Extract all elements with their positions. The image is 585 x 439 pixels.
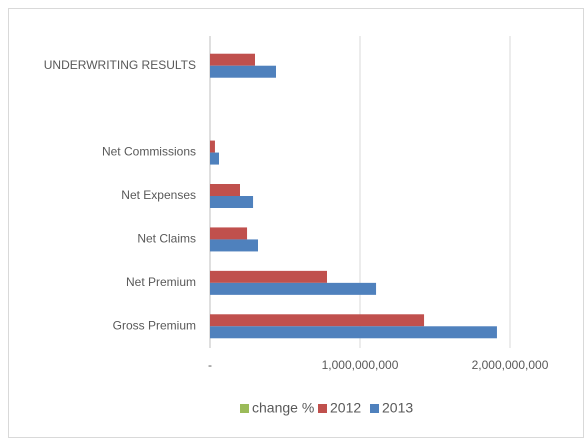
legend-label: 2012: [330, 400, 361, 416]
bar: [210, 227, 248, 240]
bar: [210, 196, 254, 208]
y-tick-label: Net Premium: [126, 275, 196, 289]
bar: [210, 140, 215, 153]
x-tick-label: 2,000,000,000: [472, 358, 549, 372]
bar: [210, 282, 377, 295]
y-tick-label: UNDERWRITING RESULTS: [44, 58, 196, 72]
legend-swatch: [318, 404, 327, 413]
bar: [210, 65, 276, 78]
bar: [210, 314, 425, 327]
bar: [210, 326, 497, 339]
y-tick-label: Net Expenses: [121, 188, 196, 202]
legend-label: 2013: [382, 400, 413, 416]
y-tick-label: Net Commissions: [102, 145, 196, 159]
y-tick-label: Gross Premium: [113, 318, 196, 332]
y-tick-label: Net Claims: [137, 232, 196, 246]
chart-frame: [8, 8, 584, 438]
bar: [210, 184, 240, 196]
bar: [210, 270, 327, 283]
legend-swatch: [370, 404, 379, 413]
x-tick-label: 1,000,000,000: [322, 358, 399, 372]
legend-label: change %: [252, 400, 314, 416]
bar: [210, 239, 258, 252]
bar: [210, 53, 255, 66]
x-tick-label: -: [208, 358, 212, 372]
legend-swatch: [240, 404, 249, 413]
bar: [210, 152, 219, 165]
